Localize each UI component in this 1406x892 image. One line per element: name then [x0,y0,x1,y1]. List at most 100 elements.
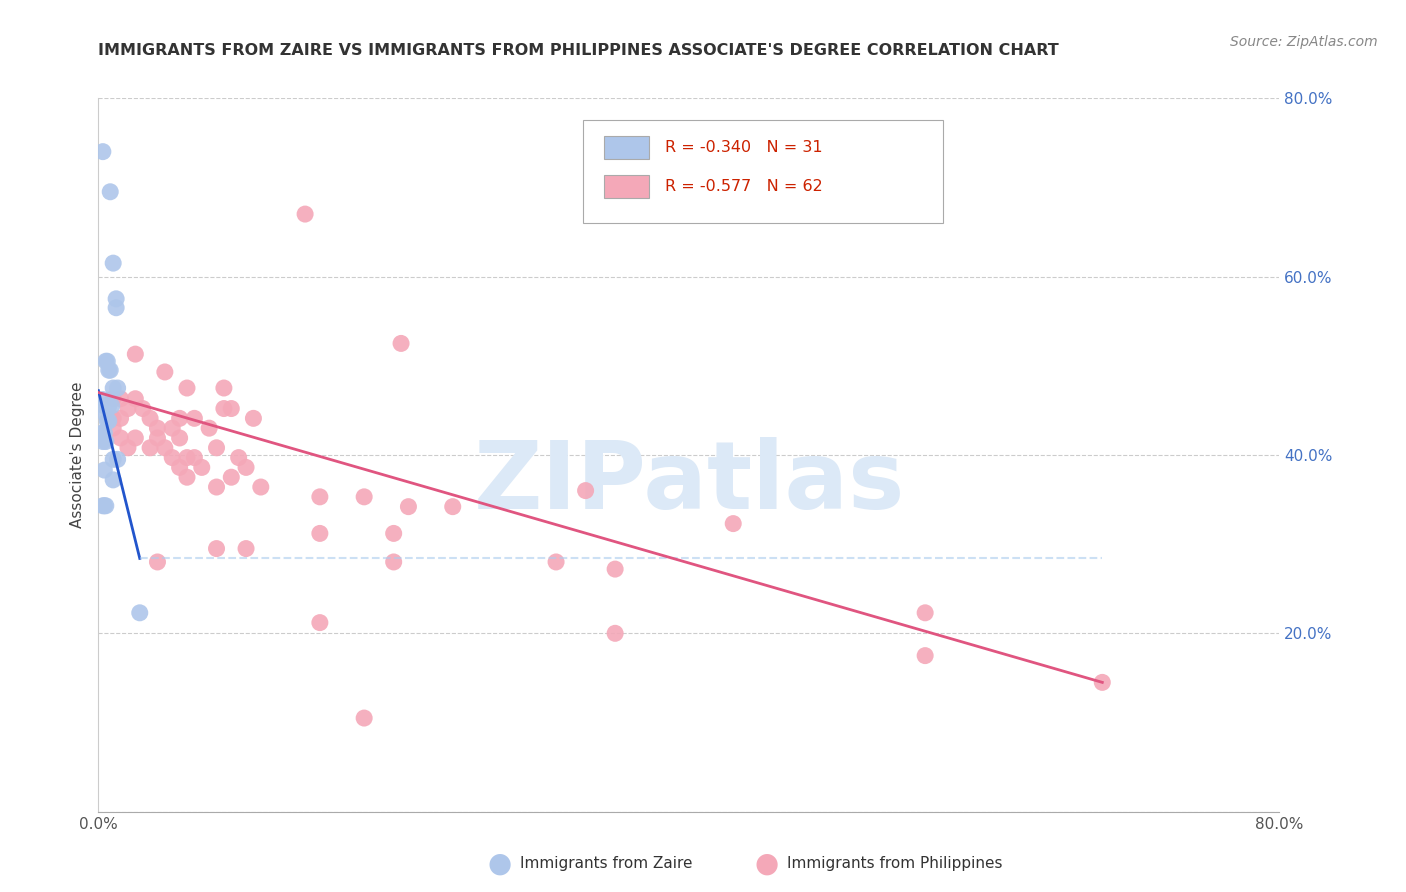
Point [146,431,169,445]
Point [97,363,120,377]
Point [183,411,205,425]
Point [124,431,146,445]
Point [96,354,118,368]
Point [162,421,183,435]
Point [382,526,405,541]
Point [396,500,419,514]
Point [1091,675,1114,690]
Point [212,401,235,416]
Point [103,381,125,395]
Point [183,450,205,465]
Point [235,460,257,475]
Point [91,499,114,513]
Point [309,615,332,630]
Point [250,480,273,494]
Point [93,425,115,440]
Point [91,145,114,159]
Point [110,392,132,406]
Point [94,434,117,449]
Point [176,470,198,484]
Point [103,473,125,487]
Point [124,392,146,406]
Point [98,185,121,199]
Point [605,562,627,576]
Point [94,499,117,513]
Point [91,434,114,449]
Point [219,401,242,416]
Point [94,354,117,368]
Text: Immigrants from Zaire: Immigrants from Zaire [520,856,693,871]
Point [228,450,250,465]
Point [103,392,125,406]
Point [139,411,162,425]
Point [103,411,125,425]
Text: Immigrants from Philippines: Immigrants from Philippines [787,856,1002,871]
Point [91,425,114,440]
Point [146,555,169,569]
Point [110,431,132,445]
Point [103,421,125,435]
Y-axis label: Associate's Degree: Associate's Degree [70,382,86,528]
Point [91,392,114,407]
Point [382,555,405,569]
Point [198,421,221,435]
Point [389,336,412,351]
Point [169,411,191,425]
Point [235,541,257,556]
Text: R = -0.577   N = 62: R = -0.577 N = 62 [665,179,823,194]
Point [96,399,118,413]
Point [914,606,936,620]
Point [723,516,745,531]
Point [441,500,464,514]
Point [153,441,176,455]
Point [212,381,235,395]
Point [97,414,120,428]
Point [139,441,162,455]
Point [107,452,129,467]
Point [94,408,117,422]
Point [132,401,155,416]
Point [205,441,228,455]
Point [105,292,128,306]
Point [242,411,264,425]
Text: ●: ● [754,849,779,878]
Point [169,431,191,445]
Point [146,421,169,435]
Point [353,711,375,725]
Point [103,452,125,467]
Point [353,490,375,504]
Point [191,460,214,475]
Point [205,541,228,556]
Text: IMMIGRANTS FROM ZAIRE VS IMMIGRANTS FROM PHILIPPINES ASSOCIATE'S DEGREE CORRELAT: IMMIGRANTS FROM ZAIRE VS IMMIGRANTS FROM… [98,43,1059,58]
Text: ZIPatlas: ZIPatlas [474,437,904,530]
Point [105,301,128,315]
Point [309,526,332,541]
Point [96,414,118,428]
Point [97,399,120,413]
Point [110,411,132,425]
Point [219,470,242,484]
Bar [605,136,648,159]
Point [107,381,129,395]
Bar [605,175,648,198]
Point [205,480,228,494]
Point [176,450,198,465]
Point [117,441,139,455]
FancyBboxPatch shape [582,120,943,223]
Point [162,450,183,465]
Point [914,648,936,663]
Point [103,256,125,270]
Text: Source: ZipAtlas.com: Source: ZipAtlas.com [1230,35,1378,49]
Point [117,401,139,416]
Point [128,606,150,620]
Point [98,363,121,377]
Point [169,460,191,475]
Point [93,399,115,413]
Point [93,463,115,477]
Point [100,399,122,413]
Point [124,347,146,361]
Point [574,483,596,498]
Point [546,555,568,569]
Point [176,381,198,395]
Text: R = -0.340   N = 31: R = -0.340 N = 31 [665,140,823,155]
